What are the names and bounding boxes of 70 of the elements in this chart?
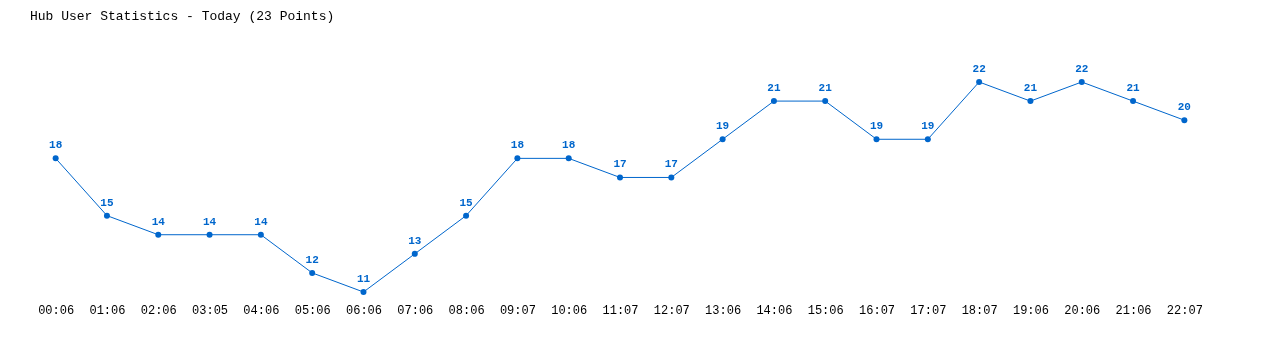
x-tick-label: 01:06	[89, 303, 126, 318]
x-tick-label: 20:06	[1064, 303, 1101, 318]
data-label: 17	[613, 158, 627, 171]
data-label: 14	[151, 215, 166, 228]
point	[155, 231, 162, 238]
point	[976, 79, 983, 85]
point	[206, 231, 213, 238]
data-label: 13	[408, 234, 422, 247]
point	[514, 155, 521, 162]
data-label: 22	[972, 63, 986, 75]
point	[360, 289, 367, 295]
x-tick-label: 14:06	[756, 303, 793, 318]
data-label: 17	[664, 158, 678, 171]
data-label: 19	[921, 120, 935, 133]
x-tick-label: 04:06	[243, 303, 280, 318]
point	[617, 174, 623, 181]
x-tick-label: 15:06	[807, 303, 844, 318]
data-label: 19	[716, 120, 730, 133]
chart-title: Hub User Statistics - Today (23 Points)	[30, 9, 335, 24]
x-tick-label: 05:06	[294, 303, 331, 318]
x-tick-label: 11:07	[602, 303, 639, 318]
data-label: 21	[767, 82, 781, 95]
x-tick-label: 10:06	[551, 303, 588, 318]
x-tick-label: 06:06	[345, 303, 382, 318]
data-label: 11	[356, 273, 371, 285]
point	[1027, 98, 1034, 105]
x-tick-label: 12:07	[653, 303, 690, 318]
x-tick-label: 02:06	[140, 303, 177, 318]
data-label: 15	[459, 196, 474, 209]
point	[668, 174, 675, 181]
data-label: 19	[869, 120, 884, 133]
point	[924, 136, 931, 143]
point	[257, 231, 264, 238]
point	[770, 98, 777, 105]
point	[463, 212, 470, 219]
data-label: 20	[1177, 101, 1191, 114]
x-tick-label: 16:07	[859, 303, 896, 318]
data-label: 18	[510, 139, 525, 152]
data-label: 14	[254, 215, 268, 228]
point	[1181, 117, 1188, 124]
data-label: 14	[202, 215, 217, 228]
x-tick-label: 17:07	[910, 303, 947, 318]
data-label: 21	[1023, 82, 1038, 95]
data-label: 18	[562, 139, 576, 152]
x-tick-label: 21:06	[1115, 303, 1152, 318]
point	[1130, 98, 1137, 105]
point	[873, 136, 880, 143]
x-tick-label: 19:06	[1012, 303, 1049, 318]
x-tick-label: 22:07	[1166, 303, 1203, 318]
data-label: 21	[818, 82, 833, 95]
data-label: 12	[305, 253, 319, 266]
point	[52, 155, 59, 162]
data-label: 21	[1126, 82, 1141, 95]
point	[411, 250, 418, 257]
point	[565, 155, 572, 162]
x-tick-label: 18:07	[961, 303, 998, 318]
x-tick-label: 09:07	[499, 303, 536, 318]
data-label: 15	[100, 196, 114, 209]
point	[822, 98, 829, 105]
x-tick-label: 13:06	[705, 303, 742, 318]
point	[103, 212, 110, 219]
point	[719, 136, 726, 143]
point	[309, 269, 316, 276]
x-tick-label: 00:06	[38, 303, 75, 318]
x-tick-label: 08:06	[448, 303, 485, 318]
x-tick-label: 07:06	[397, 303, 434, 318]
x-tick-label: 03:05	[192, 303, 229, 318]
data-label: 22	[1075, 63, 1089, 75]
data-label: 18	[49, 139, 63, 152]
point	[1078, 79, 1085, 85]
